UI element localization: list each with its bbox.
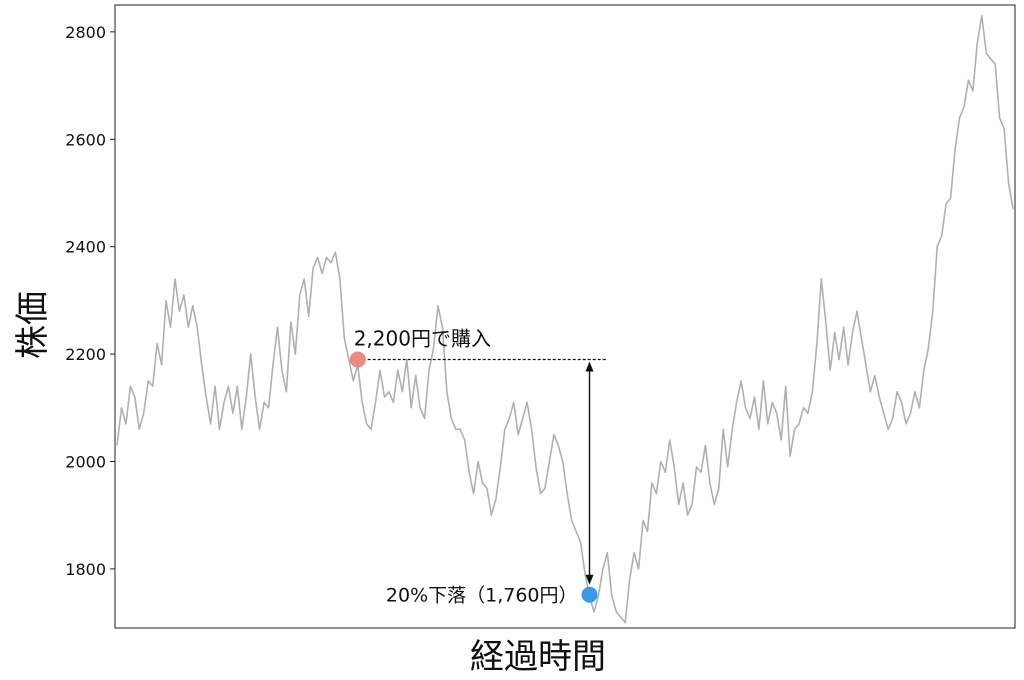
x-axis-label: 経過時間: [470, 637, 606, 677]
y-axis-label: 株価: [13, 291, 53, 359]
y-tick-label: 2000: [65, 453, 106, 472]
y-tick-label: 2600: [65, 130, 106, 149]
drop-arrow-head-top: [585, 361, 594, 372]
y-tick-label: 2200: [65, 345, 106, 364]
price-series-line: [116, 14, 1014, 624]
buy-annotation-label: 2,200円で購入: [354, 326, 491, 350]
y-tick-label: 2800: [65, 23, 106, 42]
drop-annotation-label: 20%下落（1,760円）: [386, 585, 578, 607]
y-tick-label: 2400: [65, 238, 106, 257]
drop-arrow-head-bottom: [585, 574, 594, 585]
drop-point-marker: [581, 586, 598, 603]
buy-point-marker: [349, 351, 366, 368]
plot-frame: [114, 4, 1016, 629]
y-tick-label: 1800: [65, 560, 106, 579]
